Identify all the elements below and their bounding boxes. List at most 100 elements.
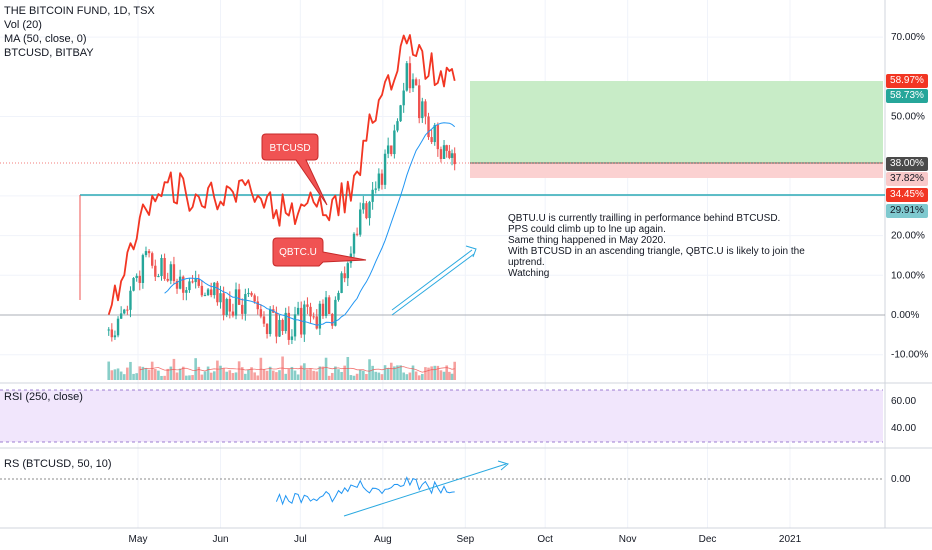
volume-bar <box>365 373 368 380</box>
candle-body <box>256 301 259 310</box>
legend-vol[interactable]: Vol (20) <box>4 19 42 31</box>
callout-btc[interactable]: BTCUSD <box>261 133 328 206</box>
candle-body <box>200 285 204 296</box>
volume-bar <box>110 370 114 380</box>
legend-title[interactable]: THE BITCOIN FUND, 1D, TSX <box>4 5 155 17</box>
x-tick-label: Jun <box>212 534 228 545</box>
volume-bar <box>175 372 179 380</box>
candle-body <box>172 264 176 282</box>
candle-body <box>418 85 421 119</box>
volume-bar <box>185 375 188 380</box>
candle-body <box>147 251 151 254</box>
volume-bar <box>421 373 424 380</box>
volume-bar <box>290 366 294 380</box>
volume-bar <box>157 370 160 380</box>
volume-bar <box>303 363 306 380</box>
candle-body <box>439 149 443 159</box>
volume-bar <box>414 371 418 380</box>
candle-body <box>281 319 284 332</box>
volume-bar <box>433 365 437 380</box>
candle-body <box>237 289 241 305</box>
y-tick-label: -10.00% <box>891 350 928 361</box>
legend-rs[interactable]: RS (BTCUSD, 50, 10) <box>4 458 112 470</box>
rsi-tick-label: 40.00 <box>891 423 916 434</box>
trend-arrow-main[interactable] <box>391 245 477 316</box>
candle-body <box>278 319 281 337</box>
volume-bar <box>222 368 225 380</box>
volume-bar <box>430 366 433 380</box>
candle-body <box>107 329 110 331</box>
candle-body <box>436 125 440 150</box>
volume-bar <box>268 366 272 380</box>
candle-body <box>166 278 169 281</box>
candle-body <box>408 63 412 89</box>
volume-bar <box>200 374 204 380</box>
x-tick-label: Jul <box>294 534 307 545</box>
stop-zone[interactable] <box>470 163 883 178</box>
volume-bar <box>166 368 170 380</box>
price-tag-support: 29.91% <box>886 204 928 218</box>
ma-line <box>164 122 456 326</box>
volume-bar <box>405 374 409 380</box>
volume-bar <box>436 365 440 380</box>
legend-rsi[interactable]: RSI (250, close) <box>4 391 83 403</box>
candle-body <box>405 63 408 91</box>
volume-bar <box>237 361 241 380</box>
candle-body <box>225 298 228 315</box>
note-line: Watching <box>508 268 550 279</box>
candle-body <box>427 116 430 138</box>
candle-body <box>393 130 396 155</box>
volume-bar <box>265 370 269 380</box>
price-tag-btc-ma: 34.45% <box>886 188 928 202</box>
price-tag-stop: 37.82% <box>886 172 928 186</box>
volume-bar <box>219 365 222 380</box>
candle-body <box>377 173 381 189</box>
legend-ma[interactable]: MA (50, close, 0) <box>4 33 87 45</box>
volume-bar <box>138 366 142 380</box>
candle-body <box>160 258 163 277</box>
volume-bar <box>113 369 117 380</box>
btcusd-line[interactable] <box>107 34 456 315</box>
volume-bar <box>116 368 120 380</box>
candle-body <box>119 313 123 319</box>
callout-qbtc[interactable]: QBTC.U <box>272 237 367 267</box>
candle-body <box>169 264 173 281</box>
volume-bar <box>424 367 427 380</box>
callout-qbtc-label: QBTC.U <box>279 247 317 258</box>
candle-body <box>386 145 390 154</box>
volume-bar <box>163 375 166 380</box>
volume-bar <box>402 372 405 380</box>
volume-bar <box>327 375 331 380</box>
analysis-note[interactable]: QBTU.U is currently trailling in perform… <box>508 213 805 279</box>
volume-bar <box>411 365 415 380</box>
volume-ma-line <box>139 366 455 373</box>
candle-body <box>126 309 129 311</box>
volume-bar <box>337 369 340 380</box>
candle-body <box>334 299 337 326</box>
x-tick-label: Dec <box>699 534 717 545</box>
y-tick-label: 70.00% <box>891 32 925 43</box>
candle-body <box>231 311 235 316</box>
volume-bar <box>141 366 145 380</box>
volume-bar <box>442 371 446 380</box>
price-tag-target: 58.73% <box>886 89 928 103</box>
candle-body <box>262 316 266 324</box>
volume-bar <box>448 371 451 380</box>
volume-bar <box>453 361 456 380</box>
candle-body <box>250 292 253 296</box>
x-tick-label: 2021 <box>779 534 802 545</box>
rsi-band <box>0 390 883 442</box>
volume-bar <box>374 371 378 380</box>
candle-body <box>340 273 343 293</box>
volume-bar <box>343 365 346 380</box>
candle-body <box>346 263 349 279</box>
volume-bar <box>160 375 163 380</box>
volume-bar <box>153 369 157 380</box>
trend-arrow-rs[interactable] <box>343 460 510 517</box>
volume-bar <box>206 366 210 380</box>
volume-bar <box>386 368 390 380</box>
legend-compare[interactable]: BTCUSD, BITBAY <box>4 47 94 59</box>
volume-bar <box>408 372 412 380</box>
target-zone[interactable] <box>470 81 883 163</box>
